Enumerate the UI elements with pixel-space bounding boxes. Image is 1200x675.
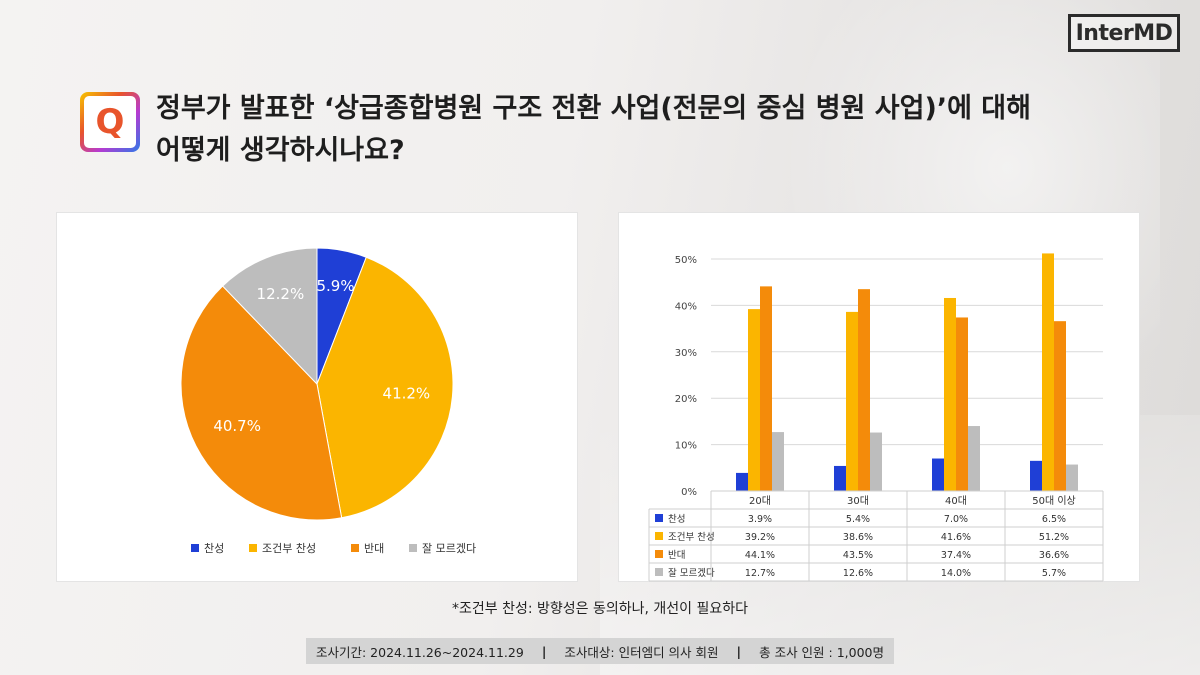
y-tick-label: 50% [675,255,697,266]
table-cell: 5.4% [846,514,870,525]
separator: | [736,643,742,659]
bar [858,289,870,491]
legend-swatch [409,544,417,552]
question-icon: Q [80,92,140,152]
bar [772,432,784,491]
table-series-name: 찬성 [668,514,685,525]
legend-label: 반대 [364,542,384,555]
table-cell: 12.6% [843,568,873,579]
table-cell: 5.7% [1042,568,1066,579]
pie-slice [221,247,318,386]
bar [1054,321,1066,491]
question-title: 정부가 발표한 ‘상급종합병원 구조 전환 사업(전문의 중심 병원 사업)’에… [156,88,1156,172]
table-legend-swatch [655,532,663,540]
bar [932,458,944,491]
pie-slice [180,285,343,521]
legend-swatch [351,544,359,552]
table-cell: 44.1% [745,550,775,561]
pie-slice-label: 12.2% [257,285,305,303]
bar [736,472,748,491]
separator: | [541,643,547,659]
bar [1042,253,1054,491]
pie-chart: 5.9% 41.2% 40.7% 12.2% 찬성 조건부 찬성 반대 잘 모르겠다 [180,247,476,555]
survey-count: 총 조사 인원 : 1,000명 [759,644,884,660]
x-category-label: 20대 [749,495,771,507]
survey-target: 조사대상: 인터엠디 의사 회원 [564,644,719,660]
bar [944,297,956,491]
bar [748,309,760,491]
bar [760,286,772,491]
bar [956,317,968,491]
table-cell: 6.5% [1042,514,1066,525]
footnote: *조건부 찬성: 방향성은 동의하나, 개선이 필요하다 [451,601,749,617]
bar [870,432,882,491]
pie-slice-label: 5.9% [316,277,354,295]
y-tick-label: 30% [675,348,697,359]
table-legend-swatch [655,514,663,522]
y-tick-label: 10% [675,441,697,452]
table-series-name: 조건부 찬성 [668,532,715,543]
table-cell: 38.6% [843,532,873,543]
y-tick-label: 0% [681,487,697,498]
survey-info-bar: 조사기간: 2024.11.26~2024.11.29 | 조사대상: 인터엠디… [306,638,894,664]
bar [846,311,858,491]
legend-swatch [191,544,199,552]
table-cell: 36.6% [1039,550,1069,561]
legend-swatch [249,544,257,552]
table-cell: 12.7% [745,568,775,579]
y-tick-label: 40% [675,301,697,312]
intermd-logo: InterMD [1068,14,1180,52]
table-cell: 39.2% [745,532,775,543]
x-category-label: 50대 이상 [1032,495,1076,507]
bar [1030,460,1042,491]
table-cell: 14.0% [941,568,971,579]
legend-label: 조건부 찬성 [262,541,316,555]
table-series-name: 반대 [668,550,685,561]
bar [1066,464,1078,491]
question-line-1: 정부가 발표한 ‘상급종합병원 구조 전환 사업(전문의 중심 병원 사업)’에… [156,93,1031,124]
survey-period: 조사기간: 2024.11.26~2024.11.29 [316,644,524,660]
bar [834,465,846,491]
pie-slice [316,256,454,519]
pie-chart-panel: 5.9% 41.2% 40.7% 12.2% 찬성 조건부 찬성 반대 잘 모르겠다 [56,212,578,582]
question-icon-letter: Q [95,102,125,142]
question-line-2: 어떻게 생각하시나요? [156,135,405,166]
table-cell: 41.6% [941,532,971,543]
table-cell: 7.0% [944,514,968,525]
pie-slice-label: 40.7% [213,417,261,435]
bar [968,426,980,491]
x-category-label: 40대 [945,495,967,507]
table-cell: 51.2% [1039,532,1069,543]
table-series-name: 잘 모르겠다 [668,567,715,579]
table-cell: 3.9% [748,514,772,525]
x-category-label: 30대 [847,495,869,507]
y-tick-label: 20% [675,394,697,405]
table-legend-swatch [655,550,663,558]
legend-label: 잘 모르겠다 [422,542,476,555]
pie-slice-label: 41.2% [383,384,431,402]
legend-label: 찬성 [204,541,224,555]
table-cell: 37.4% [941,550,971,561]
table-legend-swatch [655,568,663,576]
table-cell: 43.5% [843,550,873,561]
